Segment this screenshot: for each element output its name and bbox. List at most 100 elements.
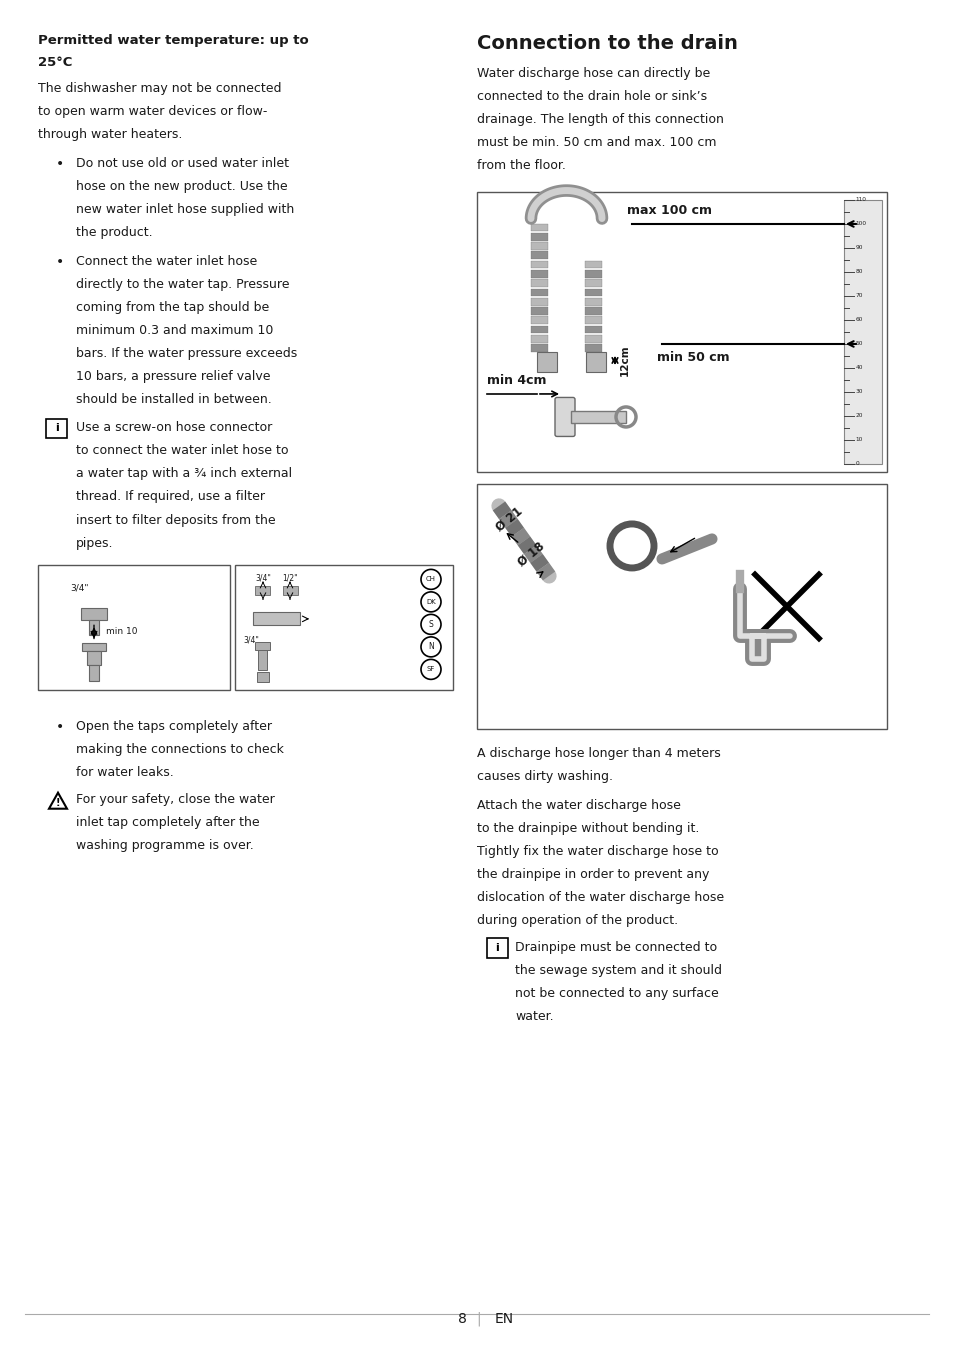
- Text: the product.: the product.: [76, 226, 152, 238]
- FancyBboxPatch shape: [531, 252, 547, 259]
- Text: i: i: [54, 424, 58, 433]
- Text: minimum 0.3 and maximum 10: minimum 0.3 and maximum 10: [76, 324, 274, 337]
- Text: CH: CH: [426, 577, 436, 582]
- Text: For your safety, close the water: For your safety, close the water: [76, 793, 274, 806]
- FancyBboxPatch shape: [584, 261, 601, 268]
- Text: new water inlet hose supplied with: new water inlet hose supplied with: [76, 203, 294, 215]
- Text: Connection to the drain: Connection to the drain: [476, 34, 737, 53]
- Text: A discharge hose longer than 4 meters: A discharge hose longer than 4 meters: [476, 747, 720, 760]
- Text: Drainpipe must be connected to: Drainpipe must be connected to: [515, 941, 717, 953]
- Text: for water leaks.: for water leaks.: [76, 766, 173, 780]
- Text: bars. If the water pressure exceeds: bars. If the water pressure exceeds: [76, 347, 297, 360]
- Text: a water tap with a ¾ inch external: a water tap with a ¾ inch external: [76, 467, 292, 481]
- FancyBboxPatch shape: [531, 326, 547, 333]
- Text: to connect the water inlet hose to: to connect the water inlet hose to: [76, 444, 288, 458]
- Text: 3/4": 3/4": [254, 573, 271, 582]
- FancyBboxPatch shape: [531, 233, 547, 241]
- FancyBboxPatch shape: [476, 192, 886, 473]
- Text: •: •: [56, 157, 64, 171]
- Text: Use a screw-on hose connector: Use a screw-on hose connector: [76, 421, 272, 435]
- FancyBboxPatch shape: [843, 200, 882, 464]
- FancyBboxPatch shape: [531, 279, 547, 287]
- Text: drainage. The length of this connection: drainage. The length of this connection: [476, 114, 723, 126]
- Text: washing programme is over.: washing programme is over.: [76, 839, 253, 852]
- FancyBboxPatch shape: [531, 261, 547, 268]
- FancyBboxPatch shape: [89, 665, 99, 681]
- FancyBboxPatch shape: [585, 352, 605, 372]
- Text: coming from the tap should be: coming from the tap should be: [76, 301, 269, 314]
- FancyBboxPatch shape: [531, 307, 547, 315]
- Text: hose on the new product. Use the: hose on the new product. Use the: [76, 180, 287, 192]
- Text: directly to the water tap. Pressure: directly to the water tap. Pressure: [76, 278, 289, 291]
- FancyBboxPatch shape: [531, 223, 547, 232]
- Text: max 100 cm: max 100 cm: [626, 204, 711, 217]
- FancyBboxPatch shape: [234, 566, 453, 691]
- FancyBboxPatch shape: [89, 620, 99, 635]
- Text: N: N: [428, 642, 434, 651]
- FancyBboxPatch shape: [584, 326, 601, 333]
- Text: Attach the water discharge hose: Attach the water discharge hose: [476, 799, 680, 812]
- Text: 40: 40: [855, 366, 862, 371]
- FancyBboxPatch shape: [253, 612, 299, 626]
- Text: 10: 10: [855, 437, 862, 443]
- Text: min 4cm: min 4cm: [486, 374, 546, 387]
- FancyBboxPatch shape: [531, 298, 547, 306]
- Text: EN: EN: [495, 1312, 514, 1326]
- Text: DK: DK: [426, 598, 436, 605]
- Text: the drainpipe in order to prevent any: the drainpipe in order to prevent any: [476, 868, 709, 881]
- Text: 8: 8: [457, 1312, 467, 1326]
- Text: to open warm water devices or flow-: to open warm water devices or flow-: [38, 104, 267, 118]
- Text: not be connected to any surface: not be connected to any surface: [515, 987, 718, 999]
- Text: 1/2": 1/2": [282, 573, 297, 582]
- FancyBboxPatch shape: [531, 344, 547, 352]
- Text: min 50 cm: min 50 cm: [657, 351, 729, 364]
- FancyBboxPatch shape: [476, 483, 886, 728]
- FancyBboxPatch shape: [555, 398, 575, 436]
- Text: 60: 60: [855, 317, 862, 322]
- Text: from the floor.: from the floor.: [476, 160, 565, 172]
- Text: The dishwasher may not be connected: The dishwasher may not be connected: [38, 81, 281, 95]
- FancyBboxPatch shape: [584, 298, 601, 306]
- FancyBboxPatch shape: [531, 288, 547, 297]
- Text: i: i: [496, 942, 498, 953]
- Text: •: •: [56, 255, 64, 268]
- Text: 3/4": 3/4": [70, 584, 89, 593]
- Text: |: |: [476, 1312, 481, 1326]
- Text: 20: 20: [855, 413, 862, 418]
- FancyBboxPatch shape: [584, 279, 601, 287]
- Text: insert to filter deposits from the: insert to filter deposits from the: [76, 513, 275, 527]
- Text: !: !: [55, 799, 60, 808]
- FancyBboxPatch shape: [38, 566, 230, 691]
- FancyBboxPatch shape: [531, 242, 547, 249]
- Text: the sewage system and it should: the sewage system and it should: [515, 964, 721, 976]
- Text: through water heaters.: through water heaters.: [38, 127, 182, 141]
- FancyBboxPatch shape: [46, 418, 67, 439]
- Text: 0: 0: [855, 462, 859, 466]
- Text: Permitted water temperature: up to: Permitted water temperature: up to: [38, 34, 309, 47]
- Text: 3/4": 3/4": [243, 635, 258, 645]
- FancyBboxPatch shape: [81, 608, 107, 620]
- Text: 80: 80: [855, 269, 862, 275]
- Text: water.: water.: [515, 1010, 553, 1022]
- Text: Connect the water inlet hose: Connect the water inlet hose: [76, 255, 257, 268]
- Text: S: S: [428, 620, 433, 628]
- Text: SF: SF: [426, 666, 435, 673]
- Text: 10 bars, a pressure relief valve: 10 bars, a pressure relief valve: [76, 370, 271, 383]
- Text: thread. If required, use a filter: thread. If required, use a filter: [76, 490, 265, 504]
- Text: connected to the drain hole or sink’s: connected to the drain hole or sink’s: [476, 91, 706, 103]
- FancyBboxPatch shape: [571, 412, 625, 422]
- FancyBboxPatch shape: [531, 334, 547, 343]
- FancyBboxPatch shape: [584, 307, 601, 315]
- FancyBboxPatch shape: [254, 642, 270, 650]
- Text: 30: 30: [855, 390, 862, 394]
- FancyBboxPatch shape: [537, 352, 557, 372]
- Text: must be min. 50 cm and max. 100 cm: must be min. 50 cm and max. 100 cm: [476, 137, 716, 149]
- FancyBboxPatch shape: [531, 317, 547, 324]
- FancyBboxPatch shape: [486, 938, 507, 957]
- Circle shape: [619, 533, 643, 558]
- Text: Do not use old or used water inlet: Do not use old or used water inlet: [76, 157, 289, 169]
- Polygon shape: [49, 792, 67, 808]
- Text: Water discharge hose can directly be: Water discharge hose can directly be: [476, 68, 709, 80]
- FancyBboxPatch shape: [584, 288, 601, 297]
- Text: during operation of the product.: during operation of the product.: [476, 914, 678, 927]
